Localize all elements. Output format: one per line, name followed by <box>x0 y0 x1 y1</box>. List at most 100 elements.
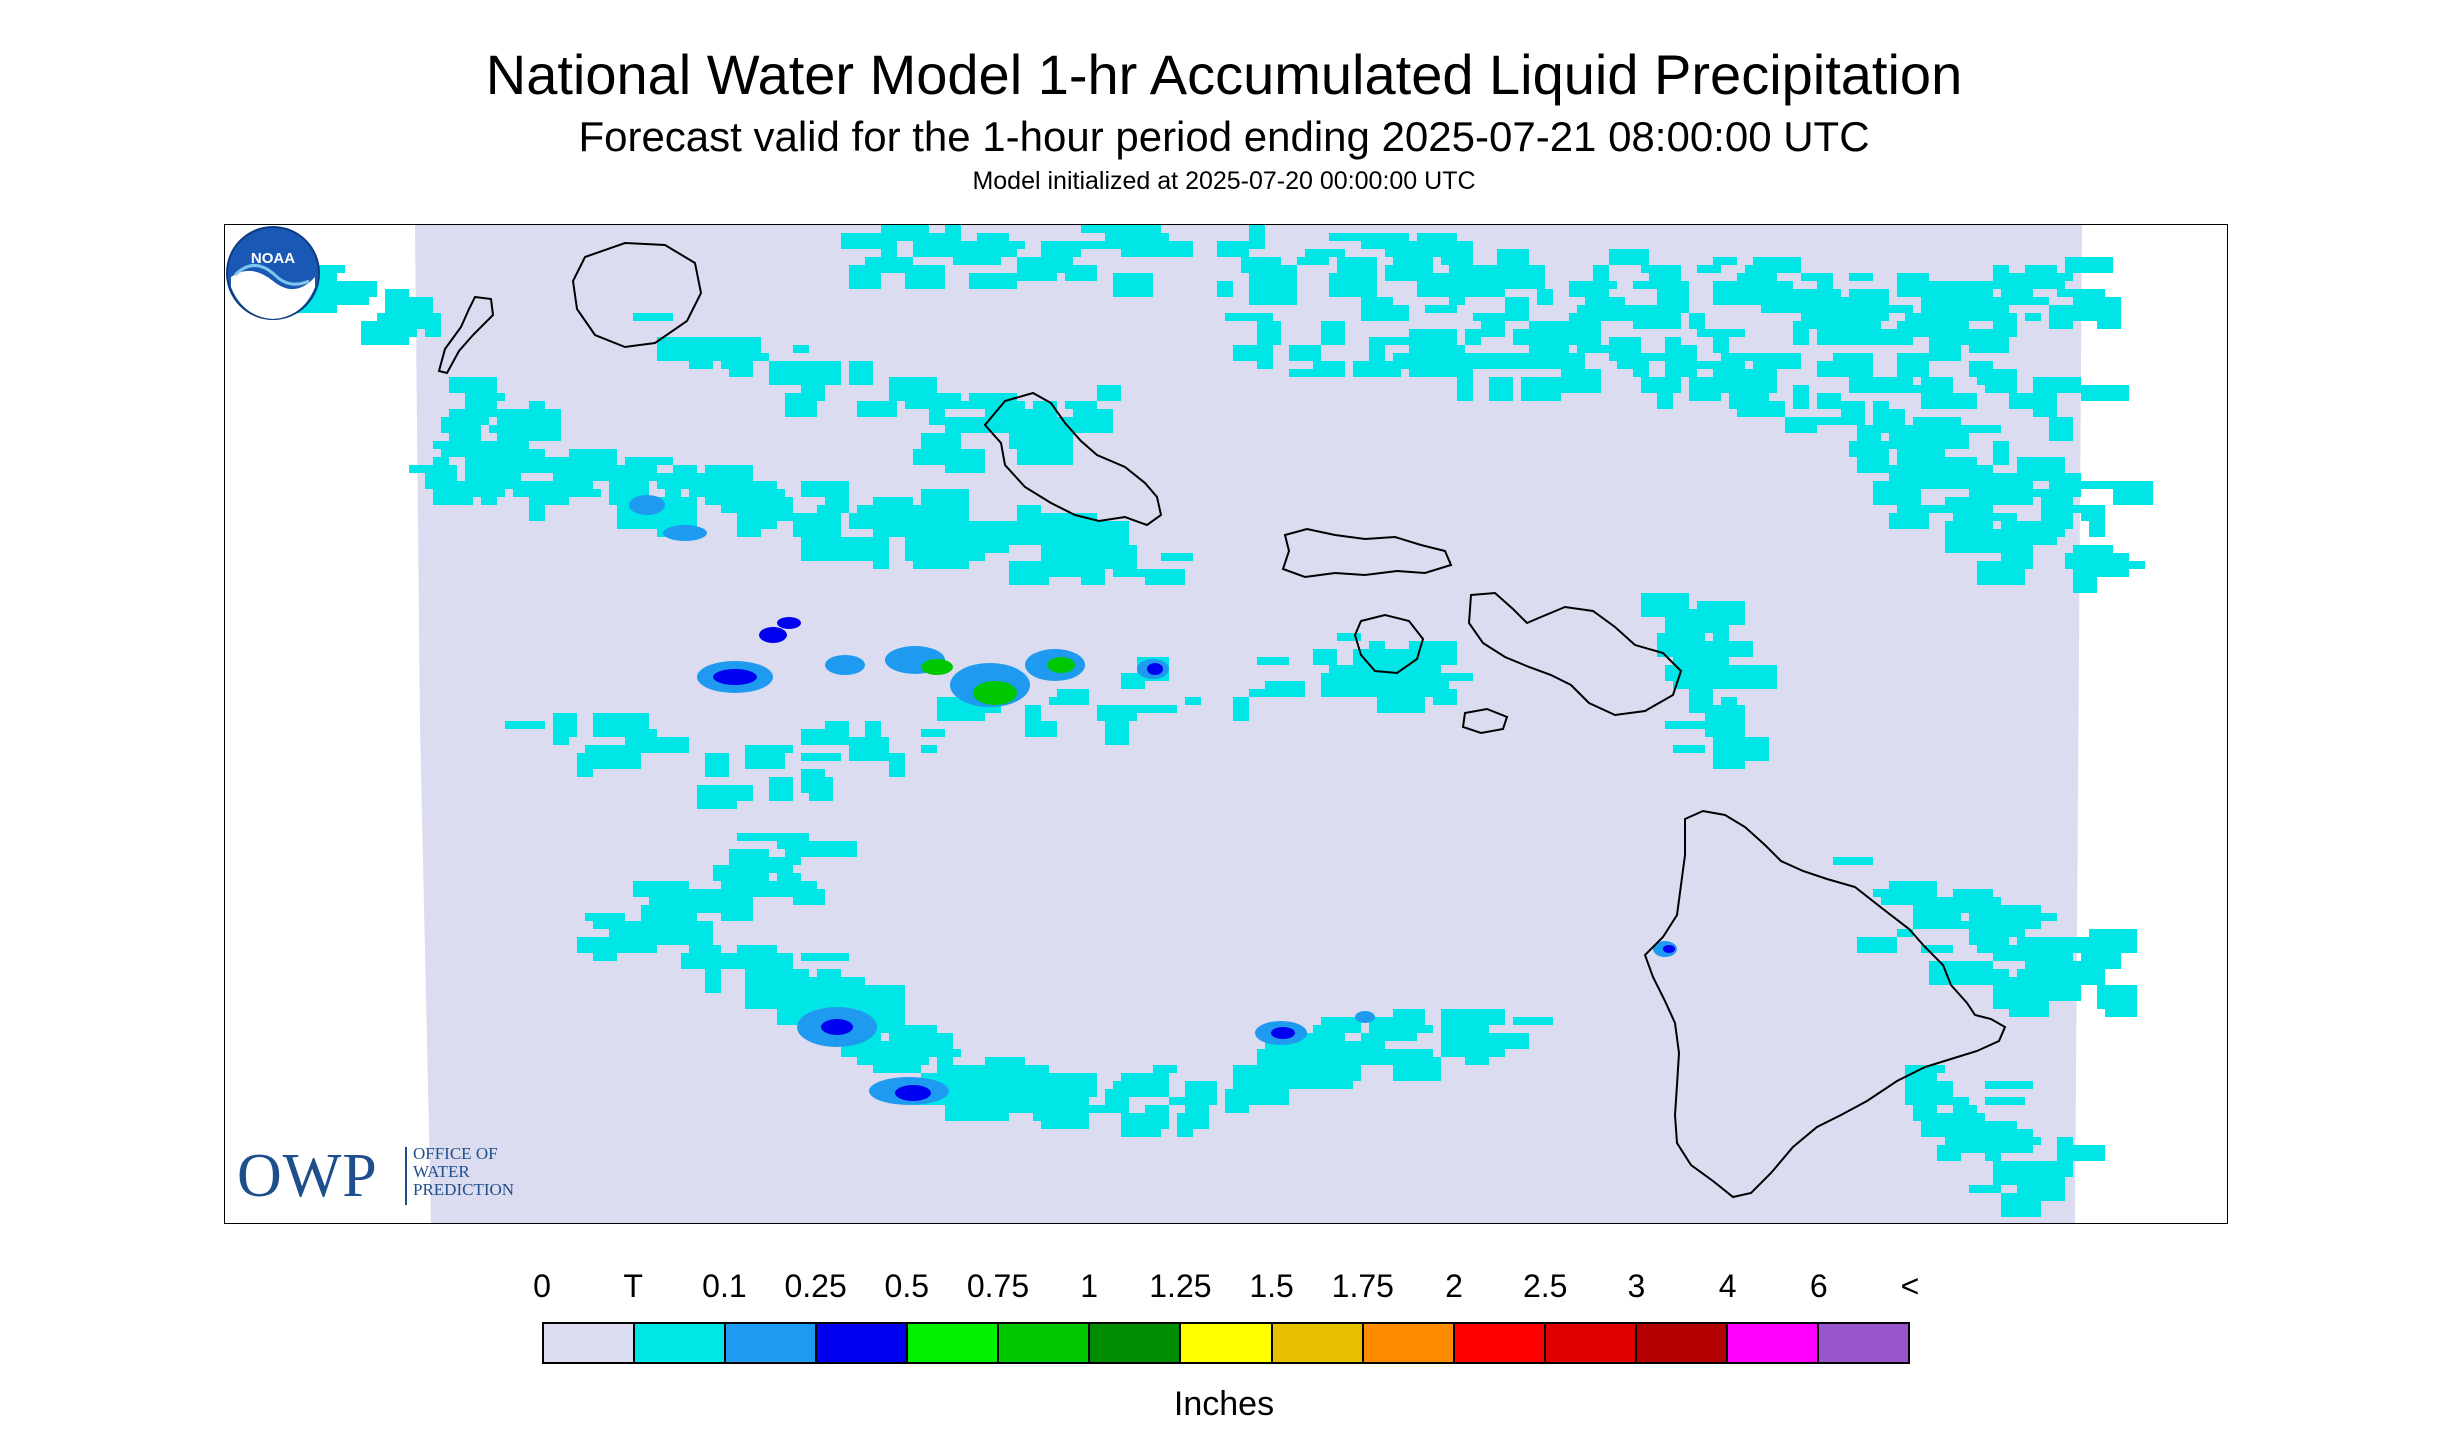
niihau-outline <box>437 295 495 375</box>
precip-cell-trace <box>1713 337 1729 353</box>
precip-cell-trace <box>2025 313 2041 321</box>
precip-cell-trace <box>649 897 697 921</box>
map-title: National Water Model 1-hr Accumulated Li… <box>485 43 1963 106</box>
precip-cell-trace <box>409 321 433 329</box>
precip-cell-trace <box>769 881 817 897</box>
precip-cell-trace <box>1921 1097 1945 1105</box>
precipitation-cells <box>257 225 2153 1217</box>
precip-cell-trace <box>865 257 905 273</box>
precip-cell-trace <box>2041 1193 2065 1201</box>
precip-cell-trace <box>1929 321 1969 329</box>
legend-swatch <box>908 1324 1000 1362</box>
precip-cell-trace <box>1113 273 1153 297</box>
precip-cell-trace <box>465 385 497 409</box>
precip-cell-trace <box>1929 377 1945 401</box>
precip-cell-trace <box>1417 233 1457 241</box>
precip-cell-trace <box>753 521 777 529</box>
precip-cell-trace <box>1129 705 1177 713</box>
precip-cell-trace <box>1713 649 1729 673</box>
precip-cell-trace <box>1233 241 1249 249</box>
precip-cell-trace <box>497 417 521 425</box>
precip-cell-trace <box>1361 305 1409 313</box>
precip-cell-trace <box>1897 353 1945 361</box>
precip-cell-trace <box>2033 945 2057 961</box>
legend-tick-label: 2.5 <box>1522 1268 1568 1304</box>
precip-cell-trace <box>1305 249 1345 257</box>
precip-cell-trace <box>1905 1065 1945 1073</box>
maui-outline <box>1467 591 1683 717</box>
precip-cell-trace <box>1609 249 1649 265</box>
legend-tick-label: < <box>1900 1268 1920 1304</box>
precip-cell-trace <box>2073 481 2121 489</box>
precip-cell-trace <box>489 473 521 481</box>
precip-cell-trace <box>921 433 961 449</box>
precip-cell-trace <box>1713 713 1745 729</box>
precip-cell-trace <box>889 225 905 241</box>
precip-cell-trace <box>1393 1057 1409 1081</box>
precip-cell-trace <box>2097 985 2121 1009</box>
precip-cell-trace <box>1737 409 1761 417</box>
precip-cell-trace <box>1945 1145 1985 1153</box>
precip-cell-trace <box>2049 305 2073 329</box>
precip-cell-trace <box>1721 353 1737 377</box>
precip-cell-trace <box>1409 1057 1441 1081</box>
precip-cell-trace <box>985 1057 1017 1081</box>
owp-logo-line1: OFFICE OF <box>413 1144 498 1163</box>
precip-cell-trace <box>1185 1105 1209 1129</box>
legend-swatch <box>1454 1324 1546 1362</box>
legend-tick-labels: 0 T 0.1 0.25 0.5 0.75 1 1.25 1.5 1.75 2 2.5 3 4 6 < <box>0 1266 2448 1306</box>
precip-cell-trace <box>1633 305 1665 329</box>
precip-cell-trace <box>801 769 825 793</box>
precip-cell-trace <box>1025 705 1041 729</box>
precip-cell-trace <box>1673 625 1705 633</box>
precip-cell-trace <box>1225 1089 1249 1105</box>
precip-cell-trace <box>1985 1097 2025 1105</box>
precip-cell-trace <box>1033 1097 1065 1121</box>
precip-cell-trace <box>1913 881 1937 889</box>
precip-cell-trace <box>1985 1081 2033 1089</box>
precip-cell-trace <box>617 761 641 769</box>
precip-cell-trace <box>1409 257 1433 265</box>
legend-swatch <box>817 1324 909 1362</box>
precip-cell-trace <box>2105 953 2121 969</box>
precip-cell-trace <box>1841 401 1865 425</box>
owp-logo-text: OWP <box>237 1142 378 1210</box>
precip-cell-trace <box>1993 273 2033 281</box>
precip-cell-trace <box>577 761 625 769</box>
precip-cell-trace <box>1849 289 1881 313</box>
precip-cell-trace <box>1905 425 1921 441</box>
precip-cell-trace <box>873 521 921 529</box>
precip-cell-trace <box>721 337 761 345</box>
island-outlines <box>437 241 2007 1199</box>
precip-cell-trace <box>721 505 737 513</box>
legend-swatch <box>1363 1324 1455 1362</box>
precip-cell-trace <box>1817 393 1841 409</box>
precip-cell-trace <box>1049 545 1089 553</box>
precip-cell-trace <box>1993 457 2009 465</box>
precip-cell-trace <box>905 393 921 409</box>
precip-cell-trace <box>921 729 945 737</box>
precip-cell-trace <box>2049 521 2065 537</box>
precip-cell-trace <box>2001 1193 2041 1217</box>
precip-cell-trace <box>969 425 1017 433</box>
legend-tick-label: 6 <box>1809 1268 1828 1304</box>
precip-cell-trace <box>609 473 633 489</box>
owp-logo-line3: PREDICTION <box>413 1180 515 1199</box>
precip-cell-trace <box>921 1073 969 1081</box>
hawaii-island-outline <box>1643 809 2007 1199</box>
precip-cell-trace <box>433 473 449 481</box>
precip-cell-trace <box>553 713 577 737</box>
precip-cell-trace <box>1793 289 1833 297</box>
precip-cell-trace <box>1009 561 1049 585</box>
precip-cell-trace <box>1161 553 1193 561</box>
precip-cell-trace <box>1377 1017 1393 1025</box>
precip-cell-trace <box>905 529 937 545</box>
precip-cell-trace <box>633 457 673 465</box>
precip-cell-trace <box>1881 441 1921 449</box>
legend-tick-label: 2 <box>1445 1268 1463 1304</box>
precip-cell-trace <box>977 233 1009 257</box>
precip-cell-trace <box>1641 353 1673 361</box>
precip-cell-trace <box>1905 313 1921 337</box>
precip-cell-trace <box>913 233 961 257</box>
precip-cell-trace <box>817 505 833 513</box>
